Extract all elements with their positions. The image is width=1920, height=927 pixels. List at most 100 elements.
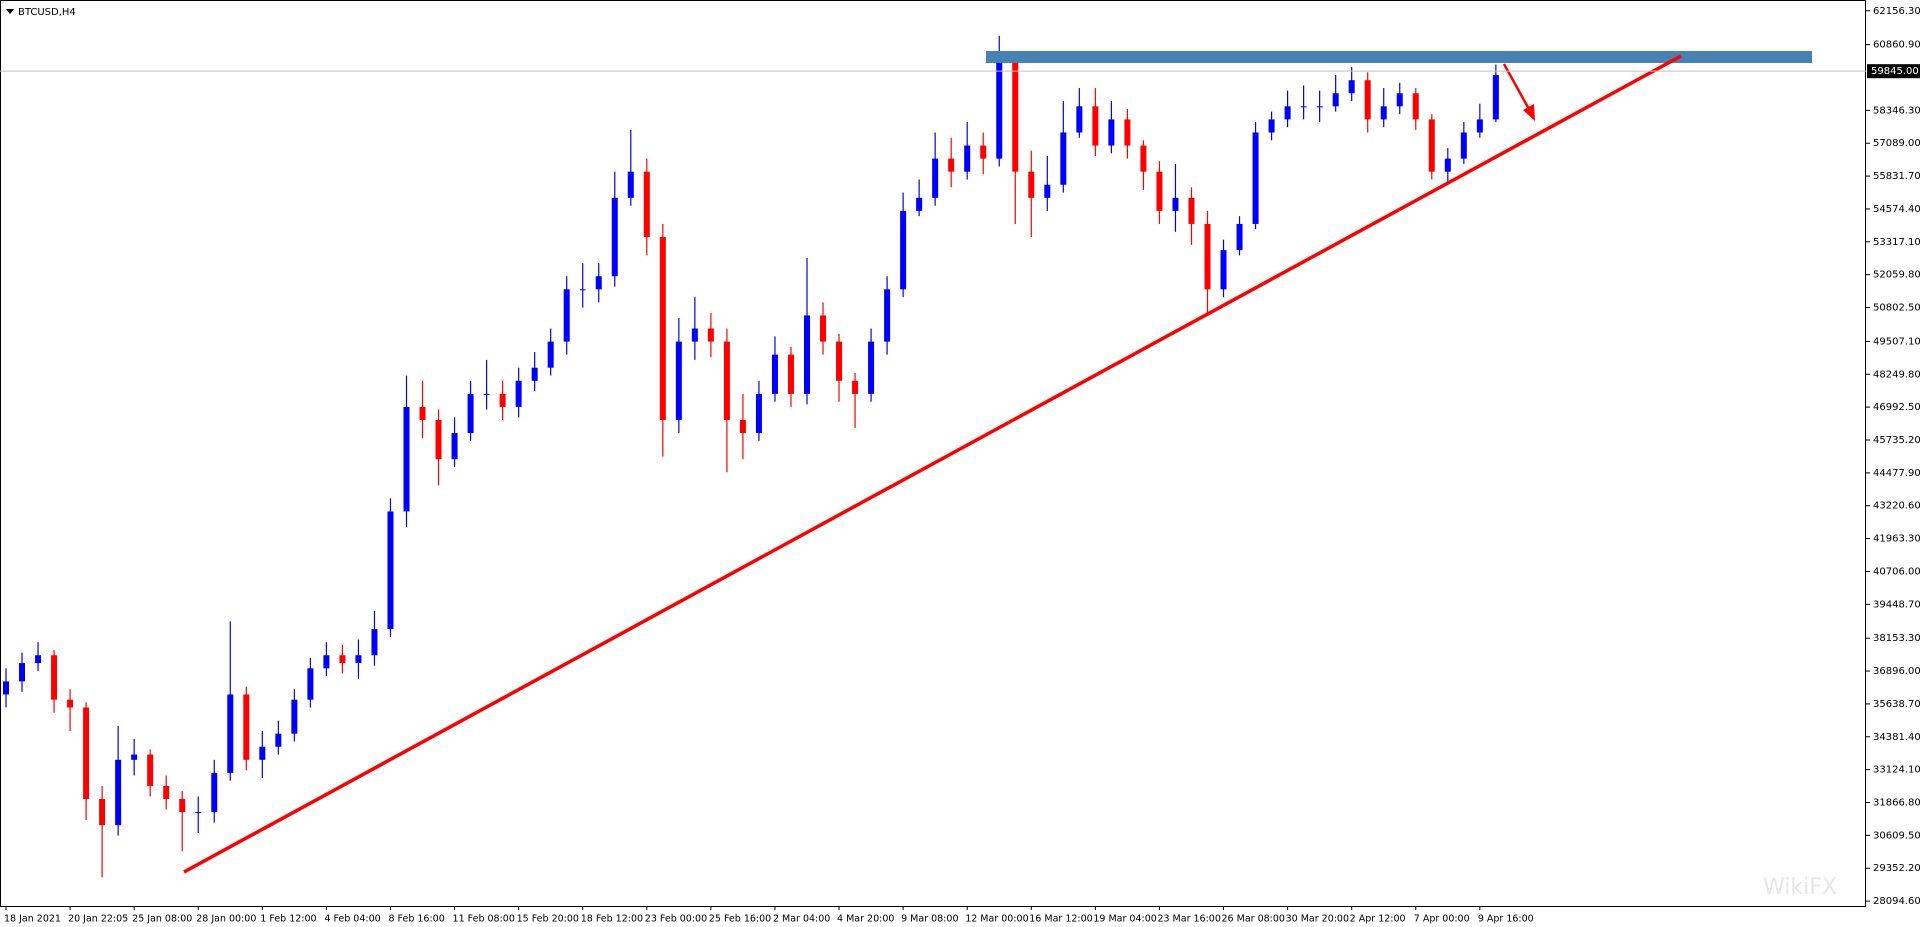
current-price-box	[1867, 64, 1920, 79]
candle-body	[1012, 54, 1019, 172]
resistance-zone	[986, 51, 1812, 63]
y-tick-label: 30609.50	[1873, 830, 1920, 841]
y-tick-label: 44477.90	[1873, 468, 1920, 479]
x-tick-label: 16 Mar 12:00	[1029, 914, 1092, 925]
candle-body	[1380, 106, 1387, 120]
x-tick-label: 15 Feb 20:00	[517, 914, 579, 925]
x-tick-label: 23 Feb 00:00	[645, 914, 707, 925]
candle-body	[83, 707, 90, 800]
candle-body	[932, 158, 939, 198]
candle-body	[35, 655, 42, 664]
candle-body	[611, 197, 618, 277]
candle-body	[1124, 119, 1131, 146]
arrow	[1502, 63, 1532, 112]
y-tick-label: 31866.80	[1873, 797, 1920, 808]
candle-body	[355, 655, 362, 664]
candle-body	[99, 799, 106, 826]
candle-body	[771, 354, 778, 394]
candle-body	[163, 785, 170, 800]
y-tick-label: 39448.70	[1873, 599, 1920, 610]
candle-body	[547, 341, 554, 368]
candle-body	[852, 380, 859, 394]
x-tick-label: 30 Mar 20:00	[1286, 914, 1349, 925]
candle-body	[723, 341, 730, 421]
candle-body	[1492, 74, 1499, 120]
x-tick-label: 18 Feb 12:00	[581, 914, 643, 925]
candle-body	[820, 315, 827, 342]
y-tick-label: 45735.20	[1873, 435, 1920, 446]
y-tick-label: 48249.80	[1873, 369, 1920, 380]
candle-body	[900, 210, 907, 290]
x-tick-label: 4 Feb 04:00	[324, 914, 380, 925]
current-price-label: 59845.00	[1871, 66, 1919, 77]
y-tick-label: 52059.80	[1873, 270, 1920, 281]
arrow-head	[1523, 104, 1535, 121]
candle-body	[275, 733, 282, 747]
y-tick-label: 36896.00	[1873, 666, 1920, 677]
y-tick-label: 57089.00	[1873, 138, 1920, 149]
candle-body	[467, 393, 474, 434]
y-tick-label: 33124.10	[1873, 765, 1920, 776]
menu-icon[interactable]	[6, 9, 14, 14]
x-tick-label: 25 Jan 08:00	[132, 914, 192, 925]
y-tick-label: 34381.40	[1873, 732, 1920, 743]
candle-body	[980, 145, 987, 159]
candle-body	[51, 655, 58, 700]
candle-body	[19, 663, 26, 682]
chart-title: BTCUSD,H4	[18, 7, 76, 18]
x-tick-label: 2 Mar 04:00	[773, 914, 830, 925]
candle-body	[531, 367, 538, 381]
candle-body	[1108, 119, 1115, 146]
candle-body	[1316, 106, 1323, 108]
candle-body	[211, 772, 218, 813]
x-tick-label: 19 Mar 04:00	[1093, 914, 1156, 925]
candle-body	[739, 420, 746, 434]
trendline	[183, 54, 1682, 874]
candle-body	[996, 54, 1003, 159]
x-tick-label: 25 Feb 16:00	[709, 914, 771, 925]
candle-body	[1444, 158, 1451, 172]
candle-body	[339, 655, 346, 664]
y-tick-label: 58346.30	[1873, 105, 1920, 116]
candle-body	[1284, 106, 1291, 120]
candle-body	[579, 289, 586, 291]
y-tick-label: 54574.40	[1873, 204, 1920, 215]
candle-body	[964, 145, 971, 172]
y-tick-label: 41963.30	[1873, 534, 1920, 545]
candle-body	[1300, 106, 1307, 108]
candle-body	[115, 759, 122, 826]
candle-body	[1332, 93, 1339, 107]
y-tick-label: 38153.30	[1873, 633, 1920, 644]
candle-body	[3, 681, 9, 695]
x-tick-label: 9 Apr 16:00	[1478, 914, 1534, 925]
candle-body	[836, 341, 843, 381]
candle-body	[435, 420, 442, 460]
candle-body	[643, 171, 650, 238]
candle-body	[1412, 93, 1419, 120]
x-tick-label: 28 Jan 00:00	[196, 914, 256, 925]
x-tick-label: 18 Jan 2021	[4, 914, 61, 925]
candle-body	[707, 328, 714, 342]
x-tick-label: 9 Mar 08:00	[901, 914, 958, 925]
candle-body	[147, 754, 154, 786]
candle-body	[515, 380, 522, 407]
candle-body	[1364, 80, 1371, 120]
candle-body	[1220, 250, 1227, 290]
candle-body	[691, 328, 698, 342]
candle-body	[1060, 132, 1067, 185]
candle-body	[227, 694, 234, 773]
candle-body	[387, 511, 394, 630]
candle-body	[307, 668, 314, 700]
candle-body	[483, 393, 490, 395]
candle-body	[1188, 197, 1195, 224]
candle-body	[787, 354, 794, 394]
candle-body	[916, 197, 923, 211]
y-tick-label: 35638.70	[1873, 699, 1920, 710]
candle-body	[67, 699, 74, 708]
x-tick-label: 4 Mar 20:00	[837, 914, 894, 925]
candle-body	[755, 393, 762, 434]
y-tick-label: 28094.60	[1873, 896, 1920, 907]
candles	[3, 35, 1499, 878]
candle-body	[1252, 132, 1259, 224]
candle-body	[1156, 171, 1163, 211]
